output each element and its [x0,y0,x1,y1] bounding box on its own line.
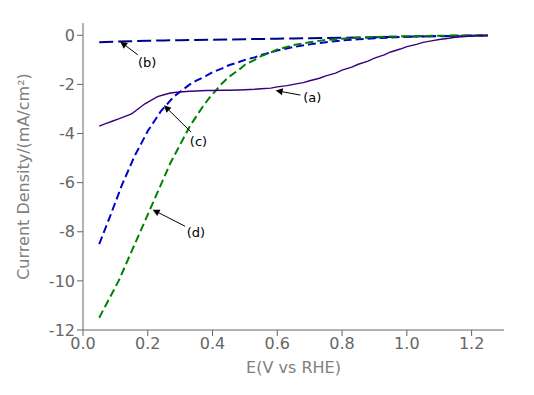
svg-text:0.8: 0.8 [329,334,354,353]
svg-text:1.0: 1.0 [394,334,419,353]
svg-text:(d): (d) [187,225,205,240]
svg-text:0.4: 0.4 [200,334,225,353]
svg-text:-10: -10 [49,272,75,291]
svg-text:(a): (a) [303,90,321,105]
svg-text:-8: -8 [59,222,75,241]
svg-text:-2: -2 [59,75,75,94]
svg-text:0: 0 [65,26,75,45]
svg-text:-4: -4 [59,124,75,143]
svg-text:0.6: 0.6 [265,334,290,353]
svg-text:Current Density/(mA/cm²): Current Density/(mA/cm²) [14,73,33,280]
svg-text:(b): (b) [138,55,156,70]
svg-text:-6: -6 [59,173,75,192]
svg-text:(c): (c) [190,134,207,149]
svg-text:E(V vs RHE): E(V vs RHE) [246,358,341,377]
svg-text:0.0: 0.0 [70,334,96,354]
svg-text:-12: -12 [49,321,75,340]
svg-text:1.2: 1.2 [459,334,484,353]
svg-text:0.2: 0.2 [135,334,160,353]
